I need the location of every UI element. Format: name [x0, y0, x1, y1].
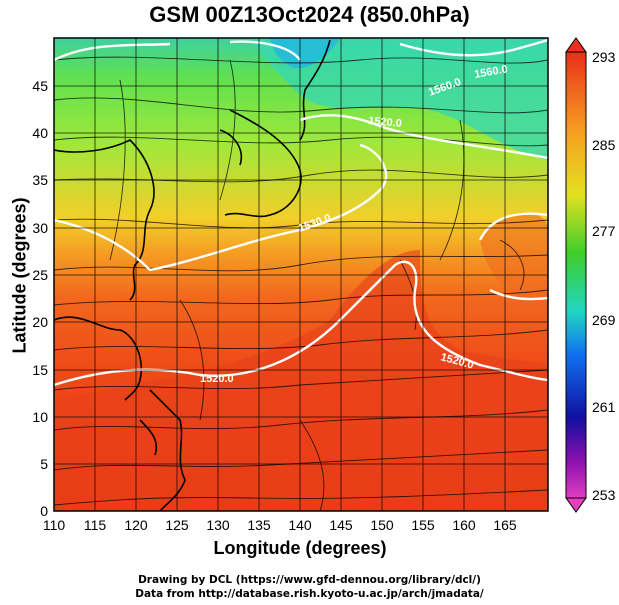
y-axis: 0 5 10 15 20 25 30 35 40 45: [32, 78, 48, 519]
colorbar-label: 261: [592, 399, 616, 415]
x-tick-label: 155: [411, 517, 435, 533]
x-tick-label: 125: [165, 517, 189, 533]
colorbar-label: 253: [592, 487, 616, 503]
x-tick-label: 150: [370, 517, 394, 533]
y-tick-label: 5: [40, 456, 48, 472]
colorbar: 293 285 277 269 261 253: [565, 37, 616, 513]
contour-lines: [54, 38, 548, 387]
contour-label: 1520.0: [368, 115, 403, 130]
x-tick-label: 145: [329, 517, 353, 533]
x-tick-label: 140: [288, 517, 312, 533]
colorbar-label: 277: [592, 223, 616, 239]
y-tick-label: 0: [40, 503, 48, 519]
x-axis: 110 115 120 125 130 135 140 145 150 155 …: [43, 517, 517, 533]
colorbar-label: 285: [592, 137, 616, 153]
colorbar-label: 293: [592, 49, 616, 65]
y-tick-label: 40: [32, 125, 48, 141]
x-tick-label: 130: [206, 517, 230, 533]
y-axis-title: Latitude (degrees): [9, 197, 30, 354]
cool-region: [250, 38, 548, 160]
x-tick-label: 160: [452, 517, 476, 533]
contour-label: 1520.0: [200, 373, 234, 385]
y-tick-label: 20: [32, 314, 48, 330]
y-tick-label: 35: [32, 172, 48, 188]
colorbar-bottom-arrow: [565, 497, 587, 513]
y-tick-label: 45: [32, 78, 48, 94]
colorbar-top-arrow: [565, 37, 587, 53]
cold-core: [270, 38, 340, 69]
grid: [54, 38, 548, 511]
contour-label: 1560.0: [473, 63, 508, 81]
credit-data: Data from http://database.rish.kyoto-u.a…: [135, 588, 484, 600]
y-tick-label: 25: [32, 267, 48, 283]
x-tick-label: 165: [493, 517, 517, 533]
y-tick-label: 30: [32, 220, 48, 236]
y-tick-label: 10: [32, 409, 48, 425]
colorbar-scale: [565, 51, 587, 499]
page-title: GSM 00Z13Oct2024 (850.0hPa): [149, 2, 470, 27]
x-tick-label: 135: [247, 517, 271, 533]
credit-drawing: Drawing by DCL (https://www.gfd-dennou.o…: [138, 574, 481, 586]
x-axis-title: Longitude (degrees): [213, 538, 387, 558]
warm-tongue: [54, 250, 548, 511]
x-tick-label: 120: [124, 517, 148, 533]
y-tick-label: 15: [32, 362, 48, 378]
x-tick-label: 110: [43, 517, 66, 533]
x-tick-label: 115: [84, 517, 107, 533]
colorbar-label: 269: [592, 312, 616, 328]
plot-frame: [53, 37, 549, 512]
